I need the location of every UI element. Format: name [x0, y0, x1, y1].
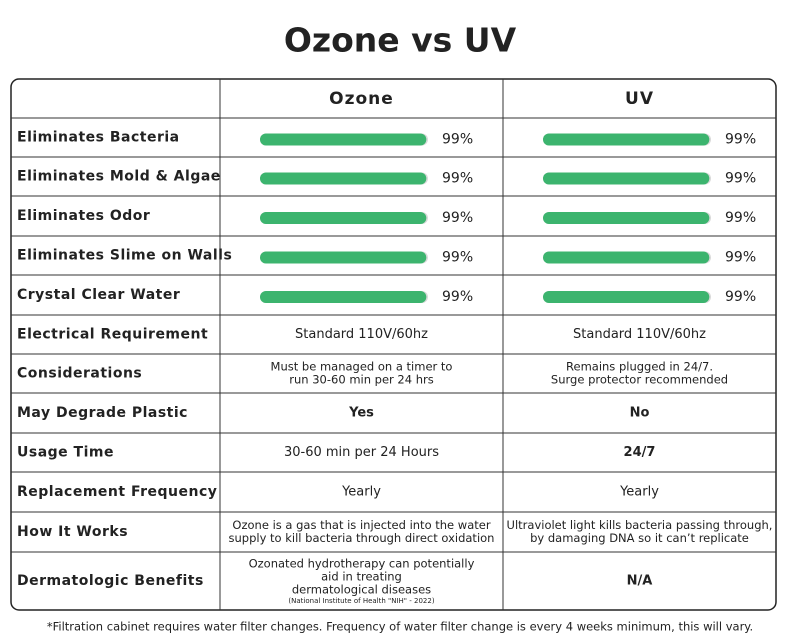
- cell-text: aid in treating: [321, 570, 402, 584]
- cell-text: Standard 110V/60hz: [295, 327, 428, 342]
- bar-label: 99%: [442, 210, 473, 226]
- bar: [260, 212, 427, 224]
- bar-label: 99%: [725, 289, 756, 305]
- bar-label: 99%: [725, 250, 756, 266]
- row-label: Eliminates Mold & Algae: [17, 169, 221, 185]
- bar-label: 99%: [725, 210, 756, 226]
- cell-text: 30-60 min per 24 Hours: [284, 445, 439, 460]
- row-label: Replacement Frequency: [17, 484, 217, 500]
- bar-label: 99%: [442, 289, 473, 305]
- cell-text: Yearly: [341, 485, 381, 500]
- cell-text: Remains plugged in 24/7.: [566, 360, 713, 374]
- table-border: [10, 78, 777, 611]
- cell-text: No: [630, 406, 650, 421]
- column-header: Ozone: [329, 89, 394, 109]
- bar: [260, 291, 427, 303]
- cell-text: N/A: [627, 574, 653, 589]
- row-label: Dermatologic Benefits: [17, 573, 204, 589]
- row-label: Crystal Clear Water: [17, 287, 180, 303]
- cell-text: dermatological diseases: [292, 583, 431, 597]
- bar: [543, 172, 710, 185]
- cell-text: supply to kill bacteria through direct o…: [229, 531, 495, 545]
- cell-text: Ozone is a gas that is injected into the…: [232, 518, 490, 532]
- cell-text: Ultraviolet light kills bacteria passing…: [507, 518, 773, 532]
- column-header: UV: [625, 89, 654, 109]
- bar-label: 99%: [442, 132, 473, 148]
- row-label: Eliminates Odor: [17, 208, 150, 224]
- row-label: Considerations: [17, 366, 142, 382]
- bar: [543, 291, 710, 303]
- bar: [543, 251, 710, 264]
- row-label: Eliminates Slime on Walls: [17, 248, 232, 264]
- bar-label: 99%: [725, 171, 756, 187]
- row-label: How It Works: [17, 524, 128, 540]
- row-label: Eliminates Bacteria: [17, 130, 180, 146]
- cell-text: Yearly: [619, 485, 659, 500]
- bar: [543, 212, 710, 224]
- bar: [543, 133, 710, 146]
- cell-text: Surge protector recommended: [551, 373, 728, 387]
- bar: [260, 172, 427, 185]
- cell-text: Ozonated hydrotherapy can potentially: [249, 557, 475, 571]
- cell-text: Yes: [348, 406, 374, 421]
- bar: [260, 133, 427, 146]
- cell-text: 24/7: [624, 445, 656, 460]
- bar-label: 99%: [442, 250, 473, 266]
- cell-text: Must be managed on a timer to: [271, 360, 453, 374]
- bar: [260, 251, 427, 264]
- cell-note: (National Institute of Health "NIH" - 20…: [288, 597, 434, 605]
- cell-text: run 30-60 min per 24 hrs: [289, 373, 433, 387]
- footnote: *Filtration cabinet requires water filte…: [47, 620, 753, 634]
- cell-text: by damaging DNA so it can’t replicate: [530, 531, 749, 545]
- cell-text: Standard 110V/60hz: [573, 327, 706, 342]
- row-label: Usage Time: [17, 445, 114, 461]
- title: Ozone vs UV: [284, 21, 517, 60]
- bar-label: 99%: [442, 171, 473, 187]
- row-label: May Degrade Plastic: [17, 405, 188, 421]
- row-label: Electrical Requirement: [17, 327, 208, 343]
- bar-label: 99%: [725, 132, 756, 148]
